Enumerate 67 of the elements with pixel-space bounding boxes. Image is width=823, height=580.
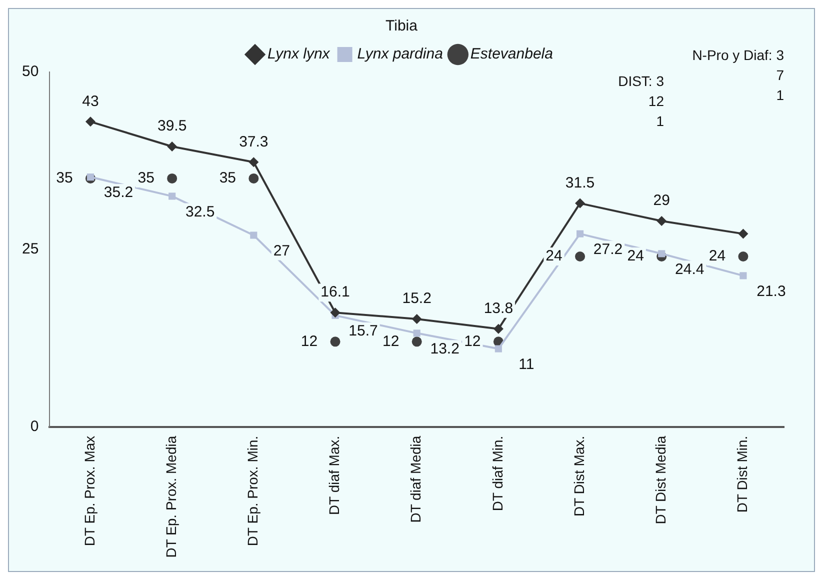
data-label: 31.5 [565,174,595,192]
data-label: 32.5 [185,203,215,220]
y-tick-label: 25 [22,240,39,258]
x-tick-label: DT diaf Media [408,436,424,523]
x-tick-label: DT Dist Media [652,436,668,524]
data-label: 29 [653,192,670,210]
point [738,228,748,239]
legend-label: Estevanbela [470,46,553,63]
data-label: 35 [219,170,236,187]
point [740,272,747,280]
x-tick-label: DT Ep. Prox. Max [81,436,98,546]
point [248,173,259,184]
data-label: 15.7 [348,322,378,340]
data-label: 39.5 [157,118,187,135]
point [576,230,584,238]
point [738,252,748,262]
legend-label: Lynx lynx [268,46,330,63]
data-label: 24.4 [675,260,704,278]
data-label: 13.2 [430,340,460,358]
point [494,345,502,352]
data-label: 24 [708,248,726,265]
data-label: 13.8 [484,300,514,318]
data-label: 35 [138,170,154,187]
point [413,330,420,337]
point [167,142,178,152]
data-label: 15.2 [402,290,432,308]
x-tick-label: DT diaf Min. [489,436,506,512]
data-label: 24 [627,248,644,265]
point [85,116,96,127]
annotation: N-Pro y Diaf: 3 7 1 [692,45,784,105]
point [248,157,259,168]
data-label: 27.2 [593,240,623,258]
x-tick-label: DT Ep. Prox. Media [162,436,179,558]
data-label: 11 [518,356,534,373]
data-label: 21.3 [756,282,786,300]
y-tick-label: 50 [22,63,39,80]
point [412,336,422,347]
x-tick-label: DT Dist Max. [570,436,587,516]
point [330,336,340,347]
point [86,174,94,181]
point [250,232,258,239]
point [656,216,667,226]
point [493,324,504,334]
x-tick-label: DT Ep. Prox. Min. [244,436,261,546]
annotation: DIST: 3 12 1 [618,71,664,131]
point [575,252,586,262]
x-tick-label: DT diaf Max. [326,436,342,515]
point [168,192,176,200]
data-label: 16.1 [320,284,350,301]
y-tick-label: 0 [30,418,39,435]
data-label: 37.3 [239,133,268,150]
data-label: 43 [82,92,99,110]
data-label: 12 [382,332,400,350]
legend-title: Tibia [386,18,418,35]
point [167,173,178,184]
data-label: 12 [300,332,318,350]
data-label: 35 [56,170,73,187]
data-label: 27 [273,242,290,260]
data-label: 12 [464,332,481,350]
x-tick-label: DT Dist Min. [734,436,750,513]
legend-label: Lynx pardina [357,46,443,63]
point [330,308,340,318]
point [658,250,666,258]
point [575,198,586,208]
point [412,314,422,324]
data-label: 24 [546,248,562,265]
data-label: 35.2 [104,184,134,202]
